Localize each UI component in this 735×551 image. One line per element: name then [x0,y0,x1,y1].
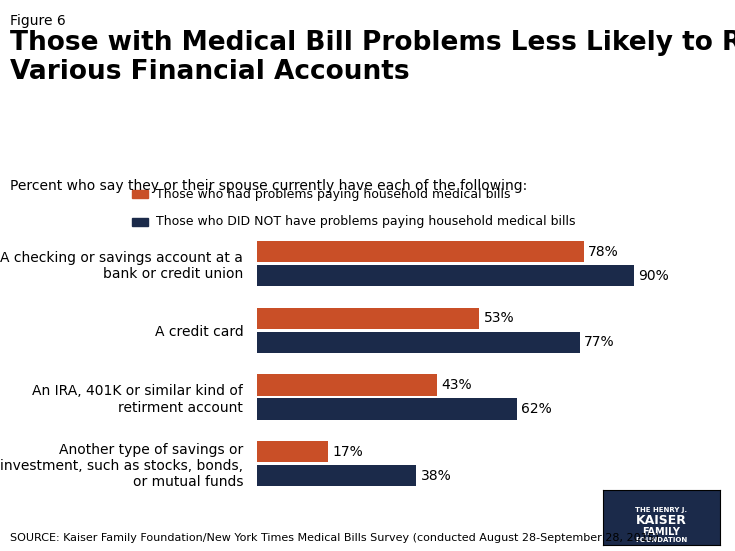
Text: 17%: 17% [333,445,363,458]
Text: 77%: 77% [584,336,614,349]
Text: Those with Medical Bill Problems Less Likely to Report Having
Various Financial : Those with Medical Bill Problems Less Li… [10,30,735,85]
Text: 53%: 53% [484,311,514,325]
Text: 78%: 78% [588,245,619,259]
Bar [257,265,634,287]
Bar [132,190,148,198]
Bar [257,374,437,396]
Text: 43%: 43% [442,378,472,392]
Bar [257,441,329,462]
Text: Figure 6: Figure 6 [10,14,65,28]
Bar [257,465,417,487]
Bar [132,218,148,226]
Bar [257,398,517,420]
Bar [257,241,584,262]
Text: 90%: 90% [639,269,670,283]
Text: Those who DID NOT have problems paying household medical bills: Those who DID NOT have problems paying h… [156,215,576,228]
Bar [257,332,580,353]
Text: Those who had problems paying household medical bills: Those who had problems paying household … [156,188,510,201]
Text: 38%: 38% [420,468,451,483]
Text: SOURCE: Kaiser Family Foundation/New York Times Medical Bills Survey (conducted : SOURCE: Kaiser Family Foundation/New Yor… [10,533,659,543]
Text: THE HENRY J.: THE HENRY J. [636,507,687,512]
Text: 62%: 62% [521,402,552,416]
Bar [257,307,479,329]
Text: KAISER: KAISER [636,514,687,527]
Text: FOUNDATION: FOUNDATION [635,537,688,543]
Text: FAMILY: FAMILY [642,527,681,537]
Text: Percent who say they or their spouse currently have each of the following:: Percent who say they or their spouse cur… [10,179,527,193]
